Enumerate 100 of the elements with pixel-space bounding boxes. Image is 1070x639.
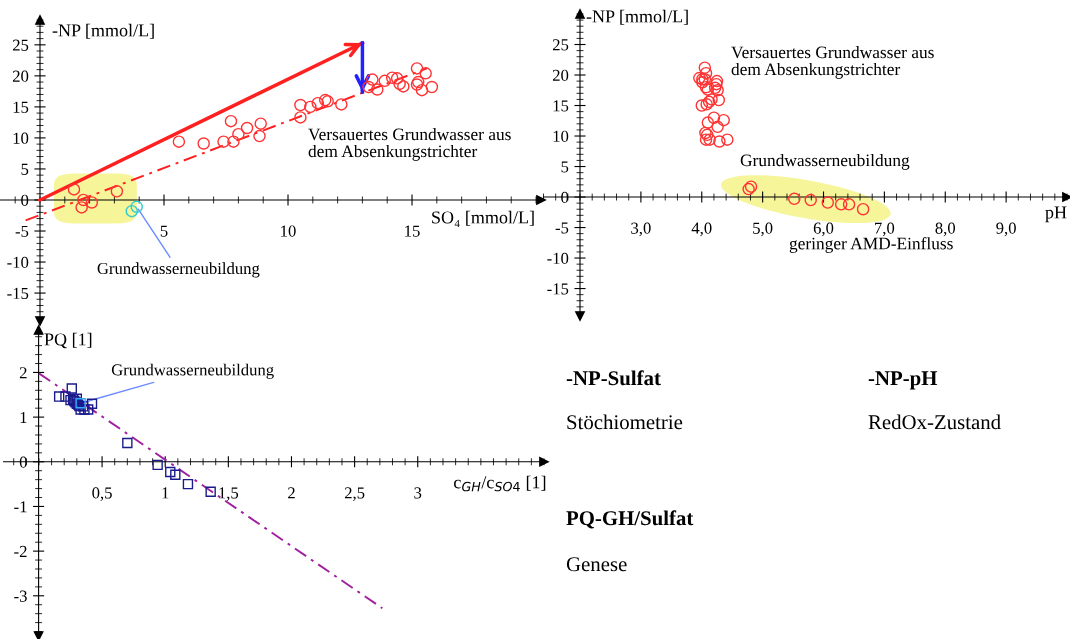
y-tick-label: 15 [553, 100, 569, 112]
point [152, 459, 163, 471]
point [125, 204, 139, 218]
point [378, 74, 391, 88]
x-tick-label: 8,0 [935, 222, 956, 237]
y-tick-label: -15 [7, 287, 29, 300]
point [834, 198, 848, 211]
point [821, 196, 835, 209]
point [695, 99, 709, 112]
point [294, 111, 307, 124]
point [419, 67, 432, 80]
x-axis-title: pH [1045, 206, 1067, 223]
y-tick-label: 1 [20, 411, 27, 423]
point [842, 198, 856, 211]
point [294, 98, 307, 112]
point [699, 66, 713, 80]
point [397, 80, 410, 93]
point [170, 469, 181, 480]
x-tick-label: 15 [405, 225, 420, 237]
point [122, 437, 133, 449]
x-tick-label: 9,0 [996, 222, 1016, 237]
y-tick-label: 25 [552, 39, 569, 51]
point [66, 383, 77, 394]
y-tick-label: 25 [12, 39, 29, 51]
point [707, 111, 721, 124]
text: PQ-GH/Sulfat [566, 510, 694, 529]
text: -NP-Sulfat [566, 370, 661, 386]
x-tick-label: 7,0 [875, 222, 895, 237]
point [182, 478, 194, 490]
x-tick-label: 1 [162, 487, 169, 499]
x-tick-label: 4,0 [691, 222, 712, 237]
x-tick-label: 6,0 [813, 222, 834, 237]
annotation: geringer AMD-Einfluss [789, 237, 953, 253]
point [335, 98, 348, 111]
y-tick-label: 10 [553, 130, 569, 142]
point [415, 83, 429, 97]
point [712, 93, 726, 107]
y-tick-label: 5 [561, 161, 569, 173]
y-axis-title: PQ [1] [44, 332, 92, 349]
point [205, 486, 216, 497]
point [698, 61, 712, 74]
y-axis-title: -NP [mmol/L] [52, 23, 154, 39]
point [86, 398, 98, 409]
y-axis-title: -NP [mmol/L] [586, 9, 688, 25]
point [393, 77, 406, 91]
point [172, 135, 186, 148]
point [701, 116, 715, 129]
text: Stöchiometrie [567, 414, 683, 430]
point [788, 192, 801, 206]
annotation: Versauertes Grundwasser aus dem Absenkungstrichter [308, 128, 511, 161]
point [217, 135, 230, 148]
point [371, 83, 384, 96]
x-tick-label: 3 [414, 487, 422, 499]
annotation: Grundwasserneubildung [111, 363, 274, 379]
point [254, 117, 267, 130]
point [366, 73, 379, 86]
point [410, 62, 424, 75]
point [165, 466, 176, 478]
x-tick-label: 5,0 [753, 222, 773, 237]
point [721, 133, 734, 146]
text: -NP-pH [868, 371, 938, 390]
point [197, 137, 210, 150]
x-axis-title: c$_{GH}$/c$_{SO4}$ [1] [454, 475, 546, 492]
x-tick-label: 1,5 [219, 487, 239, 501]
y-tick-label: -5 [15, 225, 29, 237]
point [240, 121, 254, 135]
point [232, 127, 245, 141]
y-tick-label: 10 [13, 132, 29, 144]
annotation: Grundwasserneubildung [97, 262, 260, 278]
point [311, 96, 325, 110]
point [82, 404, 94, 415]
point [713, 135, 726, 148]
point [304, 100, 317, 114]
point [856, 202, 870, 216]
point [53, 391, 65, 402]
point [425, 80, 439, 94]
point [362, 80, 375, 94]
y-tick-label: -10 [547, 252, 569, 264]
annotation: Grundwasserneubildung [740, 154, 910, 170]
x-tick-label: 2 [288, 487, 295, 499]
y-tick-label: -3 [14, 590, 27, 602]
point [385, 71, 399, 84]
annotation: Versauertes Grundwasser aus dem Absenkungstrichter [731, 46, 934, 79]
y-tick-label: -2 [14, 545, 27, 557]
x-tick-label: 2,5 [344, 487, 365, 501]
point [110, 185, 124, 198]
y-tick-label: 20 [552, 69, 569, 81]
y-tick-label: 20 [12, 70, 29, 82]
y-tick-label: -15 [547, 283, 569, 295]
point [224, 114, 238, 128]
point [60, 391, 71, 402]
y-tick-label: 5 [21, 163, 29, 175]
x-tick-label: 5 [160, 225, 168, 237]
point [711, 120, 724, 134]
y-tick-label: -5 [555, 222, 569, 234]
y-tick-label: 0 [561, 191, 569, 203]
point [85, 196, 99, 209]
point [77, 193, 90, 207]
point [67, 183, 81, 196]
y-tick-label: 2 [19, 367, 27, 379]
